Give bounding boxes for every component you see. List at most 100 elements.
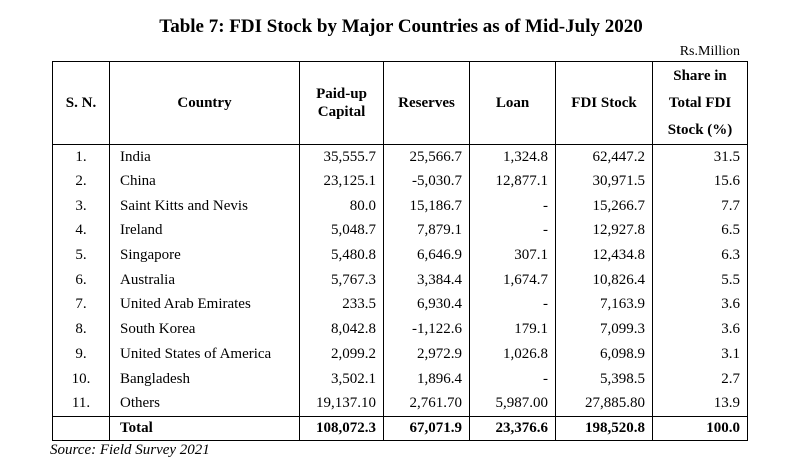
cell-reserves: 3,384.4 <box>383 267 470 293</box>
cell-share: 100.0 <box>652 415 748 442</box>
cell-sn: 10. <box>52 366 110 392</box>
cell-sn: 5. <box>52 243 110 268</box>
fdi-table: S. N. Country Paid-up Capital Reserves L… <box>52 61 748 442</box>
cell-reserves: 7,879.1 <box>383 218 470 244</box>
cell-paidup: 108,072.3 <box>299 415 384 442</box>
cell-share: 13.9 <box>652 391 748 417</box>
cell-paidup: 5,767.3 <box>299 267 384 293</box>
cell-share: 15.6 <box>652 169 748 194</box>
cell-country: Bangladesh <box>109 366 300 392</box>
source-note: Source: Field Survey 2021 <box>50 442 210 458</box>
cell-fdi: 6,098.9 <box>555 342 653 367</box>
cell-share: 7.7 <box>652 193 748 219</box>
cell-loan: 23,376.6 <box>469 415 556 442</box>
cell-fdi: 10,826.4 <box>555 267 653 293</box>
cell-country: Australia <box>109 267 300 293</box>
cell-fdi: 7,163.9 <box>555 292 653 318</box>
cell-reserves: 1,896.4 <box>383 366 470 392</box>
cell-country: United Arab Emirates <box>109 292 300 318</box>
cell-country: Others <box>109 391 300 417</box>
cell-sn: 3. <box>52 193 110 219</box>
cell-paidup: 3,502.1 <box>299 366 384 392</box>
cell-reserves: 25,566.7 <box>383 144 470 170</box>
cell-share: 3.6 <box>652 317 748 342</box>
header-sn: S. N. <box>52 61 110 145</box>
cell-loan: 5,987.00 <box>469 391 556 417</box>
cell-reserves: -1,122.6 <box>383 317 470 342</box>
cell-fdi: 7,099.3 <box>555 317 653 342</box>
cell-fdi: 27,885.80 <box>555 391 653 417</box>
cell-paidup: 2,099.2 <box>299 342 384 367</box>
cell-share: 6.3 <box>652 243 748 268</box>
cell-loan: 1,026.8 <box>469 342 556 367</box>
cell-share: 3.1 <box>652 342 748 367</box>
cell-fdi: 30,971.5 <box>555 169 653 194</box>
cell-reserves: 6,930.4 <box>383 292 470 318</box>
page-title: Table 7: FDI Stock by Major Countries as… <box>159 16 643 37</box>
cell-country: India <box>109 144 300 170</box>
cell-loan: 12,877.1 <box>469 169 556 194</box>
cell-share: 5.5 <box>652 267 748 293</box>
header-fdi-stock: FDI Stock <box>555 61 653 145</box>
cell-fdi: 12,434.8 <box>555 243 653 268</box>
table-row: 11. Others 19,137.10 2,761.70 5,987.00 27,885… <box>52 391 748 417</box>
cell-paidup: 5,480.8 <box>299 243 384 268</box>
header-loan: Loan <box>469 61 556 145</box>
cell-paidup: 23,125.1 <box>299 169 384 194</box>
cell-fdi: 12,927.8 <box>555 218 653 244</box>
cell-sn: 11. <box>52 391 110 417</box>
cell-country: China <box>109 169 300 194</box>
cell-loan: 1,674.7 <box>469 267 556 293</box>
cell-country: United States of America <box>109 342 300 367</box>
table-row: 6. Australia 5,767.3 3,384.4 1,674.7 10,826.4… <box>52 267 748 293</box>
cell-fdi: 62,447.2 <box>555 144 653 170</box>
cell-sn: 8. <box>52 317 110 342</box>
cell-country: South Korea <box>109 317 300 342</box>
cell-reserves: -5,030.7 <box>383 169 470 194</box>
cell-country: Total <box>109 415 300 442</box>
header-row: S. N. Country Paid-up Capital Reserves L… <box>52 61 748 145</box>
cell-loan: - <box>469 292 556 318</box>
total-row: Total 108,072.3 67,071.9 23,376.6 198,520.8 1… <box>52 415 748 442</box>
cell-sn: 2. <box>52 169 110 194</box>
table-row: 2. China 23,125.1 -5,030.7 12,877.1 30,971.5 1… <box>52 169 748 194</box>
cell-share: 6.5 <box>652 218 748 244</box>
cell-loan: 179.1 <box>469 317 556 342</box>
cell-share: 31.5 <box>652 144 748 170</box>
table-row: 10. Bangladesh 3,502.1 1,896.4-5,398.5 2.7 <box>52 366 748 392</box>
cell-fdi: 198,520.8 <box>555 415 653 442</box>
cell-share: 2.7 <box>652 366 748 392</box>
cell-sn: 4. <box>52 218 110 244</box>
cell-fdi: 15,266.7 <box>555 193 653 219</box>
cell-paidup: 19,137.10 <box>299 391 384 417</box>
table-row: 1. India 35,555.7 25,566.7 1,324.8 62,447.2 31… <box>52 144 748 170</box>
cell-paidup: 233.5 <box>299 292 384 318</box>
cell-reserves: 67,071.9 <box>383 415 470 442</box>
table-row: 7. United Arab Emirates 233.5 6,930.4-7,163… <box>52 292 748 318</box>
cell-share: 3.6 <box>652 292 748 318</box>
header-share: Share in Total FDI Stock (%) <box>652 61 748 145</box>
cell-country: Saint Kitts and Nevis <box>109 193 300 219</box>
header-country: Country <box>109 61 300 145</box>
cell-country: Ireland <box>109 218 300 244</box>
cell-loan: - <box>469 193 556 219</box>
cell-reserves: 15,186.7 <box>383 193 470 219</box>
cell-reserves: 2,761.70 <box>383 391 470 417</box>
cell-loan: 307.1 <box>469 243 556 268</box>
table-row: 3. Saint Kitts and Nevis 80.0 15,186.7-15,2… <box>52 193 748 219</box>
cell-sn: 7. <box>52 292 110 318</box>
table-row: 5. Singapore 5,480.8 6,646.9 307.1 12,434.8 6.… <box>52 243 748 268</box>
header-paidup: Paid-up Capital <box>299 61 384 145</box>
header-reserves: Reserves <box>383 61 470 145</box>
cell-sn: 9. <box>52 342 110 367</box>
cell-loan: - <box>469 218 556 244</box>
cell-loan: - <box>469 366 556 392</box>
table-row: 4. Ireland 5,048.7 7,879.1-12,927.8 6.5 <box>52 218 748 244</box>
unit-label: Rs.Million <box>679 44 740 59</box>
cell-reserves: 2,972.9 <box>383 342 470 367</box>
cell-paidup: 8,042.8 <box>299 317 384 342</box>
cell-sn: 6. <box>52 267 110 293</box>
cell-sn <box>52 415 110 442</box>
table-row: 9. United States of America 2,099.2 2,972.9… <box>52 342 748 367</box>
cell-country: Singapore <box>109 243 300 268</box>
